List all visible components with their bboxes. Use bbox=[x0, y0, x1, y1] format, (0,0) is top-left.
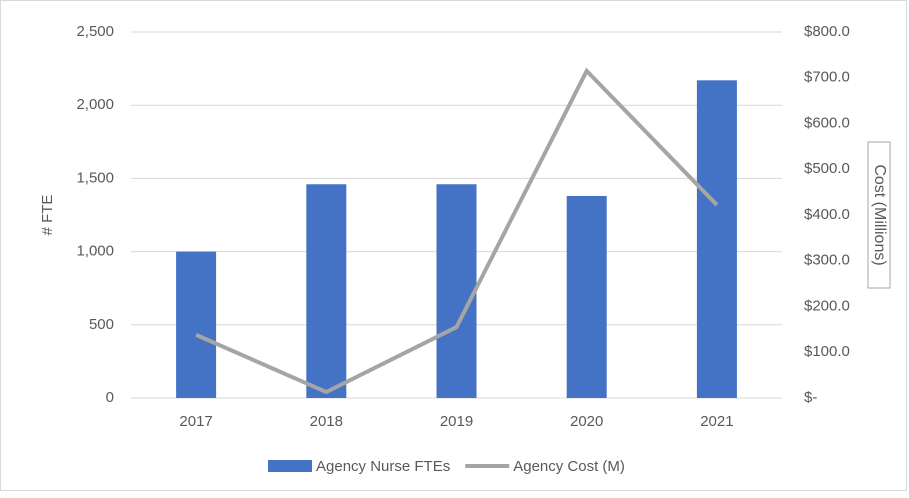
y-tick-label: 0 bbox=[106, 389, 114, 406]
y2-tick-label: $400.0 bbox=[804, 206, 850, 223]
y2-axis-title: Cost (Millions) bbox=[871, 164, 888, 265]
bar bbox=[566, 195, 607, 398]
bar bbox=[436, 184, 477, 398]
y-tick-label: 2,000 bbox=[76, 96, 114, 113]
y-tick-label: 1,000 bbox=[76, 243, 114, 260]
legend-swatch bbox=[268, 460, 312, 472]
legend-label: Agency Nurse FTEs bbox=[316, 458, 450, 475]
y-tick-label: 500 bbox=[89, 316, 114, 333]
y-tick-label: 1,500 bbox=[76, 169, 114, 186]
legend-label: Agency Cost (M) bbox=[513, 458, 625, 475]
y2-tick-label: $600.0 bbox=[804, 114, 850, 131]
y2-tick-label: $100.0 bbox=[804, 343, 850, 360]
x-tick-label: 2017 bbox=[179, 413, 212, 430]
bar bbox=[176, 251, 217, 398]
y-tick-label: 2,500 bbox=[76, 23, 114, 40]
y2-tick-label: $300.0 bbox=[804, 252, 850, 269]
y-axis-title: # FTE bbox=[39, 195, 56, 236]
bar bbox=[306, 184, 347, 398]
x-tick-label: 2019 bbox=[440, 413, 473, 430]
y2-tick-label: $200.0 bbox=[804, 297, 850, 314]
y2-tick-label: $800.0 bbox=[804, 23, 850, 40]
x-tick-label: 2020 bbox=[570, 413, 603, 430]
y2-tick-label: $500.0 bbox=[804, 160, 850, 177]
y2-tick-label: $700.0 bbox=[804, 69, 850, 86]
x-tick-label: 2018 bbox=[310, 413, 343, 430]
line bbox=[195, 67, 719, 395]
bar bbox=[696, 80, 737, 398]
y2-title-box bbox=[867, 141, 891, 289]
x-tick-label: 2021 bbox=[700, 413, 733, 430]
y2-tick-label: $- bbox=[804, 389, 817, 406]
